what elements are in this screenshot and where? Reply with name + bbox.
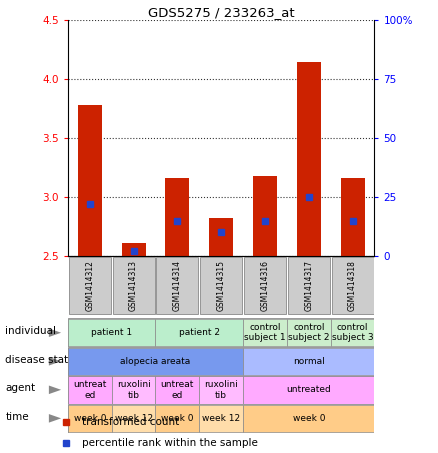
- Bar: [112, 405, 155, 432]
- Bar: [166, 178, 190, 256]
- Bar: [297, 62, 321, 256]
- Bar: [331, 319, 374, 347]
- Text: untreated: untreated: [286, 386, 331, 394]
- Bar: [209, 218, 233, 256]
- Polygon shape: [49, 328, 61, 337]
- Bar: [68, 376, 112, 404]
- Bar: [243, 347, 374, 375]
- Bar: [68, 405, 112, 432]
- Bar: [199, 376, 243, 404]
- Bar: [122, 243, 145, 256]
- Bar: [341, 178, 364, 256]
- Bar: [243, 405, 374, 432]
- Bar: [243, 319, 287, 347]
- Bar: [243, 376, 374, 404]
- Bar: [68, 319, 155, 347]
- Bar: [200, 257, 242, 313]
- Text: week 12: week 12: [114, 414, 153, 423]
- Text: individual: individual: [5, 326, 57, 336]
- Text: week 0: week 0: [293, 414, 325, 423]
- Text: patient 2: patient 2: [179, 328, 220, 337]
- Bar: [155, 319, 243, 347]
- Polygon shape: [49, 357, 61, 366]
- Text: GSM1414312: GSM1414312: [85, 260, 94, 311]
- Bar: [244, 257, 286, 313]
- Bar: [199, 405, 243, 432]
- Text: patient 1: patient 1: [91, 328, 132, 337]
- Text: untreat
ed: untreat ed: [73, 380, 106, 400]
- Text: time: time: [5, 412, 29, 422]
- Polygon shape: [49, 414, 61, 423]
- Text: normal: normal: [293, 357, 325, 366]
- Bar: [155, 376, 199, 404]
- Text: week 0: week 0: [161, 414, 194, 423]
- Bar: [288, 257, 330, 313]
- Text: GSM1414317: GSM1414317: [304, 260, 313, 311]
- Text: GSM1414318: GSM1414318: [348, 260, 357, 311]
- Bar: [112, 376, 155, 404]
- Text: week 0: week 0: [74, 414, 106, 423]
- Bar: [69, 257, 111, 313]
- Text: control
subject 2: control subject 2: [288, 323, 329, 342]
- Bar: [68, 347, 243, 375]
- Bar: [253, 176, 277, 256]
- Bar: [287, 319, 331, 347]
- Bar: [156, 257, 198, 313]
- Text: transformed count: transformed count: [82, 417, 180, 428]
- Text: GSM1414316: GSM1414316: [261, 260, 269, 311]
- Polygon shape: [49, 386, 61, 394]
- Bar: [155, 405, 199, 432]
- Text: agent: agent: [5, 383, 35, 393]
- Bar: [332, 257, 374, 313]
- Text: ruxolini
tib: ruxolini tib: [204, 380, 238, 400]
- Text: disease state: disease state: [5, 355, 75, 365]
- Text: GSM1414313: GSM1414313: [129, 260, 138, 311]
- Bar: [78, 105, 102, 256]
- Text: control
subject 3: control subject 3: [332, 323, 374, 342]
- Text: ruxolini
tib: ruxolini tib: [117, 380, 151, 400]
- Bar: [113, 257, 155, 313]
- Text: GSM1414315: GSM1414315: [217, 260, 226, 311]
- Text: GSM1414314: GSM1414314: [173, 260, 182, 311]
- Title: GDS5275 / 233263_at: GDS5275 / 233263_at: [148, 6, 294, 19]
- Text: control
subject 1: control subject 1: [244, 323, 286, 342]
- Text: percentile rank within the sample: percentile rank within the sample: [82, 438, 258, 448]
- Text: untreat
ed: untreat ed: [161, 380, 194, 400]
- Text: week 12: week 12: [202, 414, 240, 423]
- Text: alopecia areata: alopecia areata: [120, 357, 191, 366]
